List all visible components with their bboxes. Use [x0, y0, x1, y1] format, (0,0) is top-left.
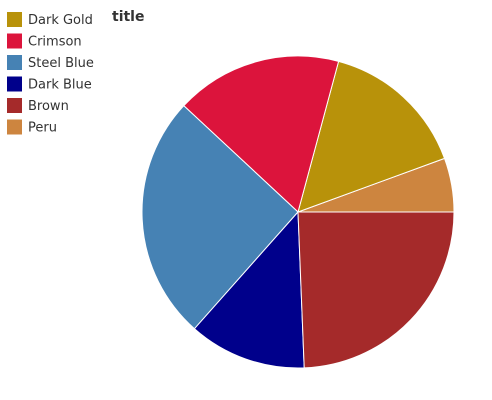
slice-dark-blue — [193, 210, 305, 369]
legend-label-peru: Peru — [28, 121, 57, 136]
legend-label-crimson: Crimson — [28, 35, 82, 50]
legend-swatch-crimson — [7, 33, 22, 49]
legend-label-dark-blue: Dark Blue — [28, 78, 92, 93]
legend-swatch-dark-gold — [7, 12, 22, 27]
legend-label-steel-blue: Steel Blue — [28, 56, 94, 71]
chart-title: title — [112, 9, 144, 25]
slice-steel-blue — [141, 105, 299, 330]
slice-dark-gold — [297, 60, 446, 213]
slice-brown — [297, 211, 455, 369]
legend-swatch-peru — [7, 119, 22, 135]
legend: Dark Gold Crimson Steel Blue Dark Blue Brown… — [7, 12, 94, 136]
slice-crimson — [183, 55, 340, 213]
legend-label-brown: Brown — [28, 99, 69, 114]
legend-label-dark-gold: Dark Gold — [28, 13, 93, 28]
pie-slices — [141, 55, 455, 369]
legend-swatch-dark-blue — [7, 76, 22, 92]
legend-swatch-brown — [7, 98, 22, 113]
legend-swatch-steel-blue — [7, 55, 22, 70]
